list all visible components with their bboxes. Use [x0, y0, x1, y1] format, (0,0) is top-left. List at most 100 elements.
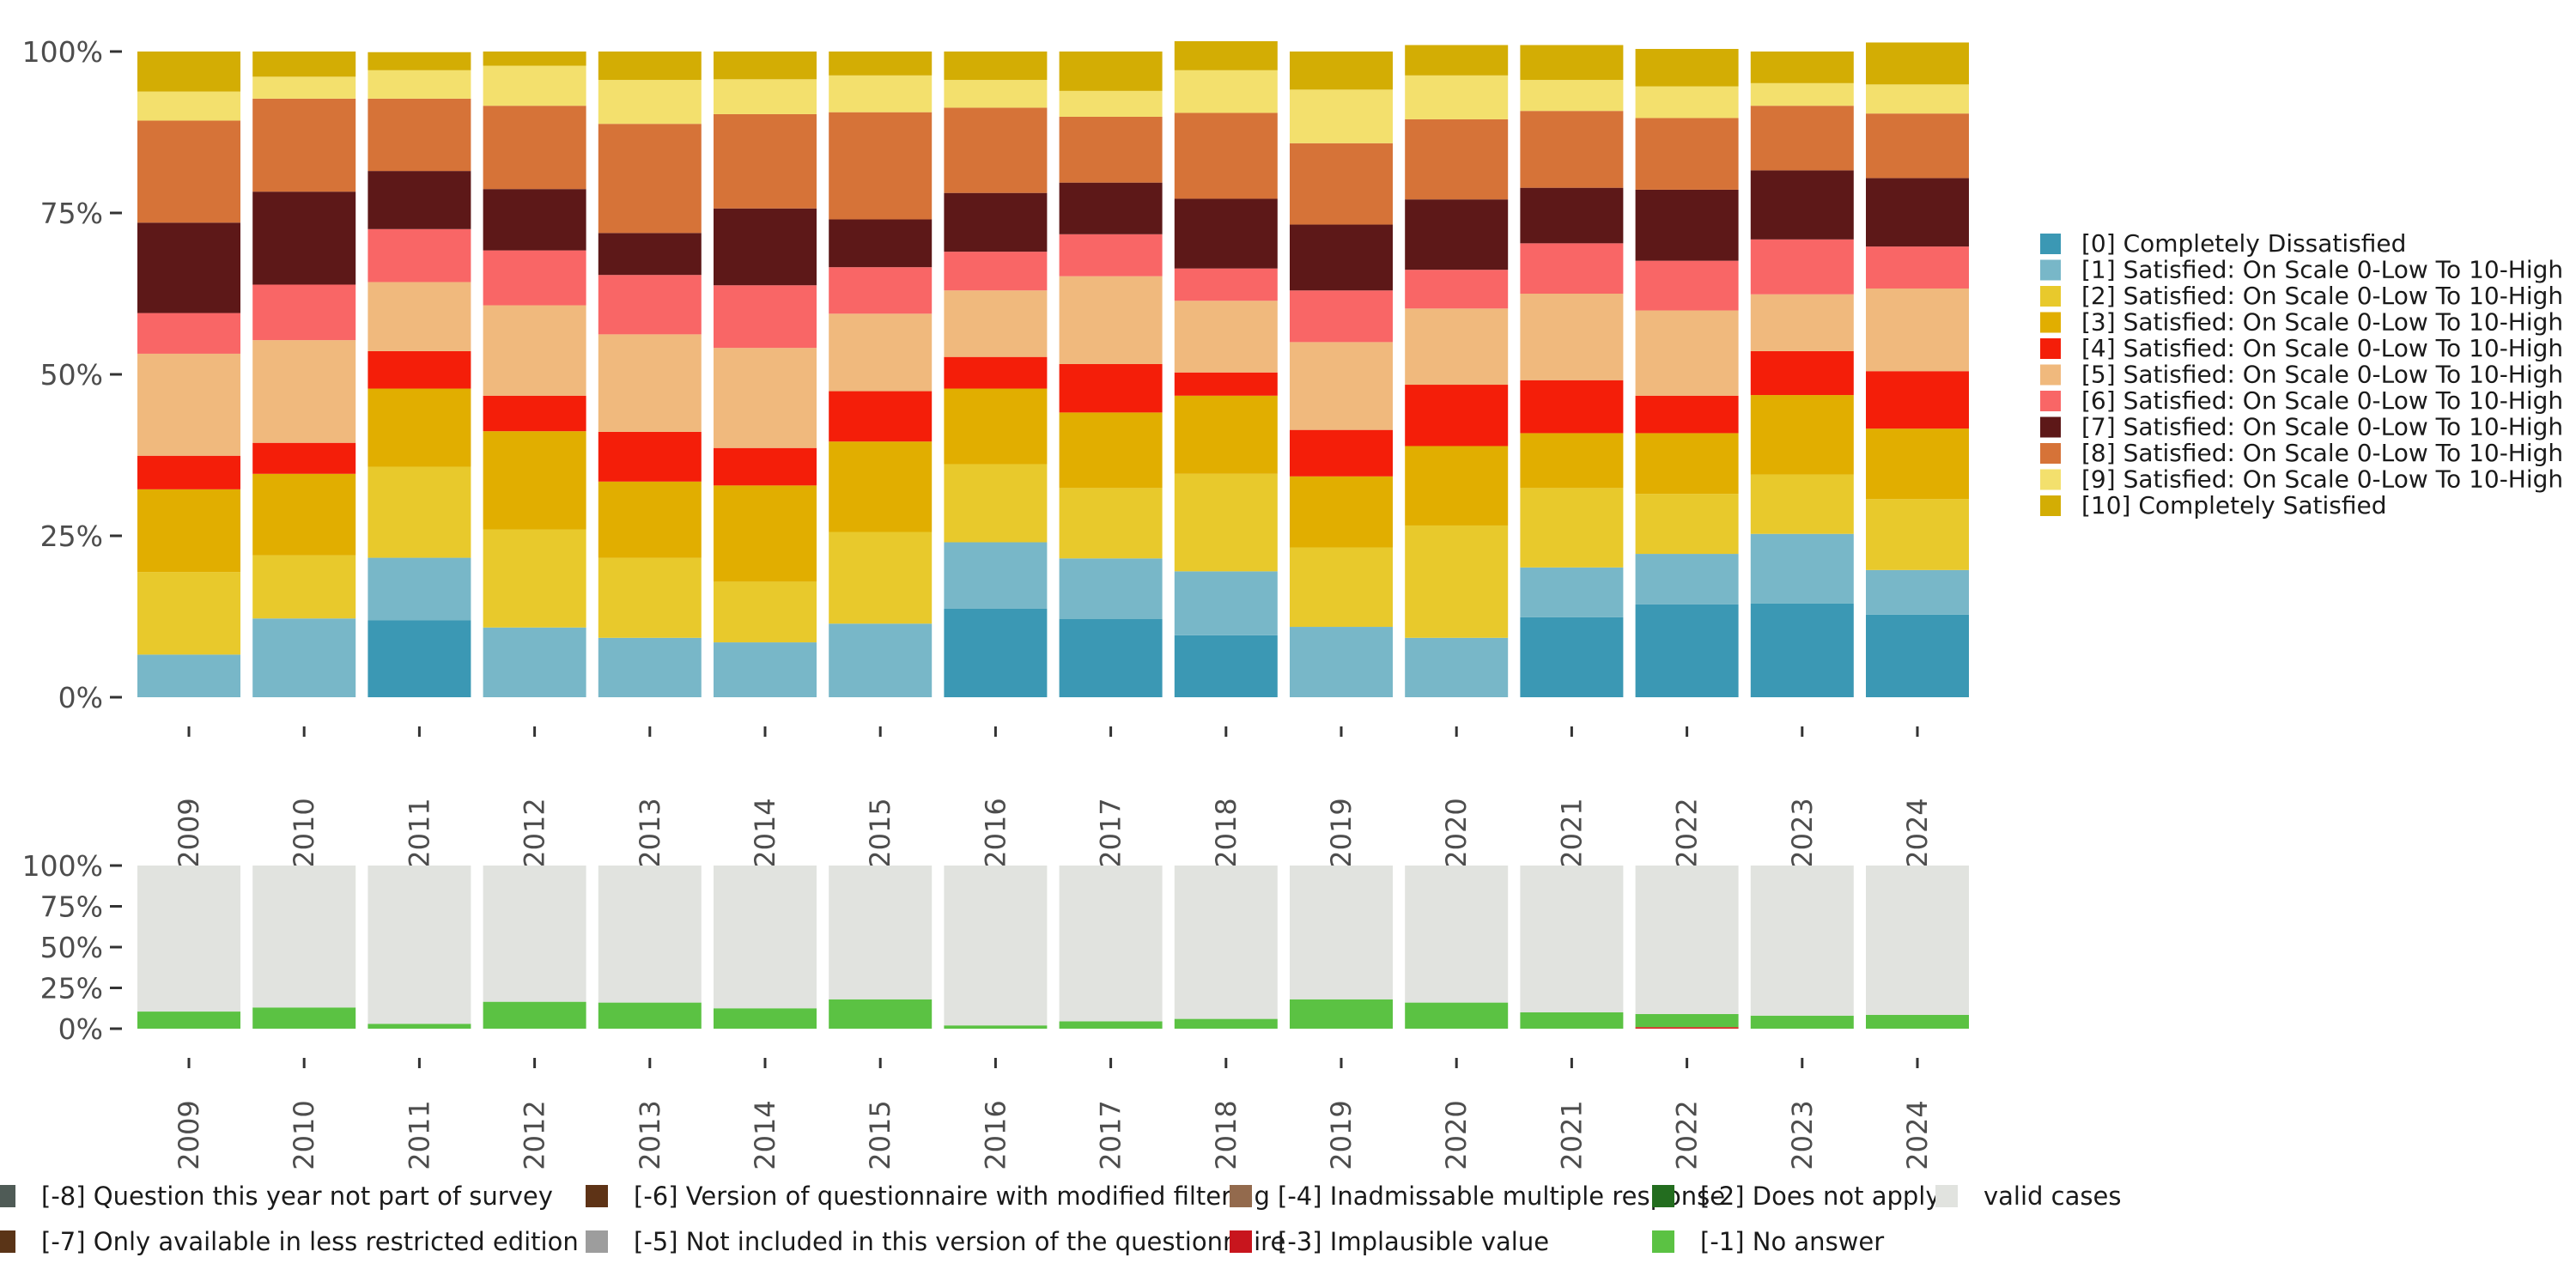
- main-bar-segment: [829, 391, 933, 442]
- valid-bar-segment: [714, 1008, 817, 1029]
- main-bar-segment: [944, 464, 1048, 543]
- missing-legend-swatch: [586, 1230, 608, 1253]
- main-bar-segment: [598, 334, 702, 432]
- main-bar-segment: [1405, 75, 1509, 119]
- valid-bar-segment: [714, 866, 817, 1009]
- missing-legend-swatch: [1230, 1185, 1252, 1207]
- main-bar-segment: [598, 481, 702, 558]
- main-bar-segment: [1866, 614, 1969, 697]
- main-bar-segment: [1405, 45, 1509, 76]
- main-bar-segment: [137, 455, 240, 489]
- legend-label: [1] Satisfied: On Scale 0-Low To 10-High: [2081, 256, 2563, 284]
- main-bar-segment: [944, 192, 1048, 252]
- main-bar-segment: [1750, 239, 1854, 295]
- main-bar-segment: [1750, 106, 1854, 171]
- main-bar-segment: [483, 627, 586, 697]
- main-bar-segment: [483, 65, 586, 106]
- valid-x-tick-label: 2017: [1095, 1100, 1127, 1170]
- valid-bar-segment: [1635, 1013, 1739, 1028]
- main-x-tick-label: 2017: [1095, 798, 1127, 867]
- main-bar-segment: [368, 98, 471, 172]
- main-bar-segment: [1635, 433, 1739, 495]
- legend-label: [10] Completely Satisfied: [2081, 491, 2386, 519]
- valid-x-tick-label: 2014: [749, 1100, 781, 1170]
- main-bar-segment: [137, 120, 240, 223]
- main-bar-segment: [1290, 89, 1393, 143]
- main-bar-segment: [1635, 604, 1739, 697]
- legend-swatch: [2040, 364, 2061, 386]
- legend-swatch: [2040, 234, 2061, 254]
- valid-x-tick-label: 2015: [864, 1100, 896, 1170]
- main-bar-segment: [1866, 499, 1969, 570]
- main-bar-segment: [1866, 84, 1969, 114]
- main-bar-segment: [1635, 260, 1739, 311]
- main-bar-segment: [483, 106, 586, 190]
- valid-x-tick-label: 2023: [1786, 1100, 1819, 1170]
- valid-bar-segment: [944, 866, 1048, 1026]
- main-bar-segment: [714, 642, 817, 697]
- main-y-tick-label: 0%: [58, 681, 103, 714]
- main-bar-segment: [1405, 385, 1509, 447]
- main-bar-segment: [368, 171, 471, 229]
- main-bar-segment: [1290, 627, 1393, 697]
- main-bar-segment: [944, 290, 1048, 357]
- main-bar-segment: [1059, 116, 1163, 183]
- main-bar-segment: [1290, 476, 1393, 548]
- valid-chart: 100% 75% 50% 25% 0% 2009 2010 2011 2012 2013 2014 2…: [22, 849, 1969, 1170]
- main-bar-segment: [1059, 90, 1163, 117]
- main-bar-segment: [1635, 554, 1739, 605]
- valid-bar-segment: [252, 866, 356, 1008]
- legend-label: [2] Satisfied: On Scale 0-Low To 10-High: [2081, 282, 2563, 310]
- main-bar-segment: [829, 313, 933, 392]
- valid-bar-segment: [1520, 1012, 1624, 1029]
- main-bar-segment: [598, 275, 702, 335]
- main-y-tick-label: 50%: [40, 358, 103, 392]
- main-bar-segment: [368, 620, 471, 697]
- main-bar-segment: [944, 107, 1048, 193]
- main-bar-segment: [137, 91, 240, 121]
- valid-y-tick-label: 100%: [22, 849, 103, 883]
- main-bar-segment: [483, 52, 586, 66]
- main-bar-segment: [1750, 533, 1854, 604]
- main-bar-segment: [598, 431, 702, 482]
- main-bar-segment: [1750, 170, 1854, 240]
- main-x-tick-label: 2022: [1671, 798, 1704, 867]
- valid-bar-segment: [1750, 1015, 1854, 1029]
- legend-label: [7] Satisfied: On Scale 0-Low To 10-High: [2081, 413, 2563, 441]
- main-bar-segment: [1750, 603, 1854, 697]
- legend-swatch: [2040, 495, 2061, 516]
- main-bar-segment: [1405, 199, 1509, 270]
- main-bar-segment: [1635, 395, 1739, 434]
- main-x-tick-label: 2011: [403, 798, 435, 867]
- legend-swatch: [2040, 443, 2061, 464]
- valid-bar-segment: [598, 866, 702, 1003]
- main-bar-segment: [368, 388, 471, 467]
- main-bar-segment: [1866, 178, 1969, 247]
- legend-label: [3] Satisfied: On Scale 0-Low To 10-High: [2081, 308, 2563, 337]
- main-bar-segment: [1520, 187, 1624, 244]
- main-bar-segment: [368, 70, 471, 99]
- main-bar-segment: [1866, 371, 1969, 429]
- missing-legend-label: valid cases: [1984, 1182, 2121, 1211]
- missing-legend-label: [-5] Not included in this version of the…: [634, 1227, 1285, 1256]
- valid-bar-segment: [252, 1007, 356, 1029]
- missing-legend-label: [-8] Question this year not part of surv…: [41, 1182, 553, 1211]
- main-bar-segment: [1174, 301, 1278, 373]
- valid-bar-segment: [1174, 1018, 1278, 1029]
- main-bar-segment: [829, 112, 933, 220]
- main-bar-segment: [829, 75, 933, 112]
- main-bar-segment: [1290, 143, 1393, 225]
- main-bar-segment: [1059, 488, 1163, 559]
- valid-bar-segment: [483, 866, 586, 1002]
- valid-x-tick-label: 2010: [288, 1100, 320, 1170]
- main-bar-segment: [252, 555, 356, 619]
- main-bar-segment: [598, 52, 702, 81]
- main-bar-segment: [714, 485, 817, 582]
- valid-y-tick-label: 0%: [58, 1012, 103, 1046]
- main-bar-segment: [714, 79, 817, 114]
- main-bar-segment: [944, 608, 1048, 697]
- missing-legend-swatch: [1935, 1185, 1958, 1207]
- valid-bar-segment: [1866, 866, 1969, 1015]
- main-bar-segment: [1635, 118, 1739, 190]
